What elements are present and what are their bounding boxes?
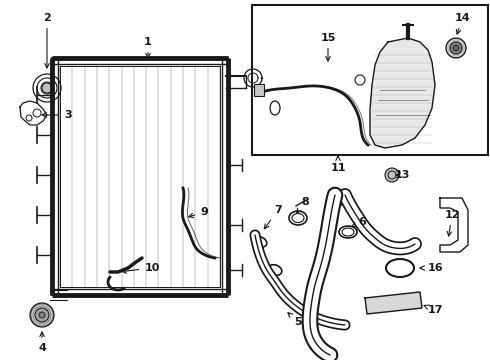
Circle shape	[30, 303, 54, 327]
Circle shape	[453, 45, 459, 51]
Text: 14: 14	[454, 13, 470, 34]
Circle shape	[450, 42, 462, 54]
Text: 16: 16	[420, 263, 443, 273]
Text: 4: 4	[38, 332, 46, 353]
Text: 2: 2	[43, 13, 51, 68]
Circle shape	[39, 312, 45, 318]
Text: 15: 15	[320, 33, 336, 61]
Circle shape	[42, 83, 52, 93]
Text: 8: 8	[297, 197, 309, 213]
Text: 13: 13	[394, 170, 410, 180]
Bar	[254, 84, 264, 96]
Polygon shape	[365, 292, 422, 314]
Text: 1: 1	[144, 37, 152, 58]
Text: 17: 17	[424, 305, 443, 315]
Circle shape	[446, 38, 466, 58]
Circle shape	[385, 168, 399, 182]
Text: 7: 7	[265, 205, 282, 229]
Text: 5: 5	[288, 313, 302, 327]
Bar	[252, 5, 488, 155]
Text: 3: 3	[42, 110, 72, 120]
Text: 11: 11	[330, 156, 346, 173]
Text: 9: 9	[189, 207, 208, 217]
Text: 12: 12	[444, 210, 460, 236]
Circle shape	[35, 308, 49, 322]
Text: 10: 10	[122, 263, 160, 273]
Polygon shape	[370, 38, 435, 148]
Text: 6: 6	[352, 217, 366, 227]
